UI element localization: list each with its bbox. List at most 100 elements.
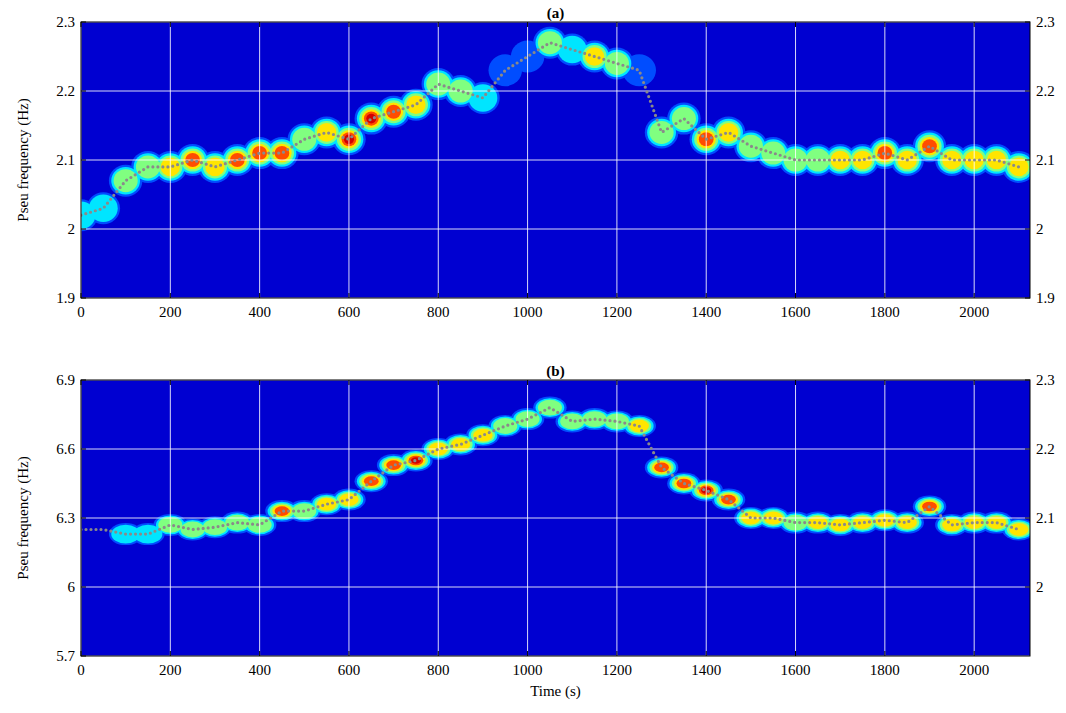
x-tick [706,380,707,385]
energy-cell [362,109,381,128]
y-tick-label: 6.3 [56,510,75,526]
energy-cell [650,459,674,475]
x-tick-label: 1800 [870,304,900,320]
x-tick-label: 800 [427,304,450,320]
y-tick-label: 6.6 [56,441,75,457]
x-tick [348,293,349,298]
x-tick-label: 600 [338,662,361,678]
y-tick [81,380,86,381]
figure: 02004006008001000120014001600180020001.9… [0,0,1066,713]
energy-cell [382,457,406,473]
y2-tick [1025,22,1030,23]
x-tick [348,22,349,27]
x-tick-label: 1400 [691,662,721,678]
energy-cell [719,123,738,142]
x-tick [884,22,885,27]
x-tick [170,651,171,656]
y-tick [81,160,86,161]
x-tick [974,651,975,656]
x-tick [259,293,260,298]
energy-cell [716,492,740,508]
x-tick-label: 1600 [781,304,811,320]
x-tick [884,651,885,656]
energy-cell [315,121,339,144]
x-tick-label: 1000 [513,662,543,678]
grid-line [81,160,1030,161]
y2-tick [1025,518,1030,519]
energy-cell [203,519,227,535]
y2-tick [1025,298,1030,299]
x-tick-label: 200 [159,304,182,320]
y2-tick-label: 2.2 [1036,441,1055,457]
y-tick [81,449,86,450]
y2-tick-label: 2.2 [1036,83,1055,99]
x-tick [884,380,885,385]
y2-tick [1025,587,1030,588]
y2-tick-label: 2.1 [1036,510,1055,526]
x-tick [974,22,975,27]
energy-cell [650,121,674,144]
x-tick [438,380,439,385]
x-tick [527,22,528,27]
energy-cell [317,123,336,142]
x-tick [795,22,796,27]
y2-tick-label: 2.3 [1036,14,1055,30]
data-layer [81,27,1030,232]
y-tick-label: 2.1 [56,152,75,168]
x-tick-label: 0 [77,662,85,678]
y-tick-label: 2.3 [56,14,75,30]
x-tick [170,380,171,385]
y-tick-label: 2 [68,221,76,237]
x-tick-label: 2000 [959,662,989,678]
panel: 02004006008001000120014001600180020001.9… [15,5,1055,320]
energy-cell [493,418,517,434]
y-axis-title: Pseu frequency (Hz) [15,456,32,579]
x-axis-title: Time (s) [530,683,581,700]
grid-line [81,587,1030,588]
x-tick-label: 800 [427,662,450,678]
x-tick [170,22,171,27]
x-tick [884,293,885,298]
y-tick [81,91,86,92]
y2-tick [1025,91,1030,92]
x-tick [616,380,617,385]
y2-tick [1025,380,1030,381]
x-tick [706,293,707,298]
x-tick [438,651,439,656]
panel-title: (b) [546,363,564,380]
x-tick-label: 200 [159,662,182,678]
y-tick-label: 5.7 [56,648,75,664]
x-tick [259,380,260,385]
frame [81,380,1030,656]
x-tick-label: 1400 [691,304,721,320]
x-tick [81,293,82,298]
x-tick [527,651,528,656]
y-tick-label: 6 [68,579,76,595]
y-tick-label: 1.9 [56,290,75,306]
energy-cell [270,503,294,519]
x-tick [259,22,260,27]
y2-tick [1025,229,1030,230]
x-tick [81,22,82,27]
x-tick [974,380,975,385]
x-tick [527,380,528,385]
panel-title: (a) [547,5,565,22]
energy-cell [386,460,401,470]
grid-line [81,229,1030,230]
y-tick [81,298,86,299]
x-tick [706,651,707,656]
energy-cell [714,490,743,509]
energy-cell [716,121,740,144]
energy-cell [654,463,669,473]
energy-cell [1009,523,1028,536]
x-tick-label: 600 [338,304,361,320]
x-tick [348,380,349,385]
x-tick-label: 1800 [870,662,900,678]
y2-tick-label: 2 [1036,579,1044,595]
x-tick-label: 400 [248,304,271,320]
y2-tick-label: 2.3 [1036,372,1055,388]
x-tick [616,22,617,27]
x-tick [81,380,82,385]
energy-cell [761,142,785,165]
x-tick [170,293,171,298]
